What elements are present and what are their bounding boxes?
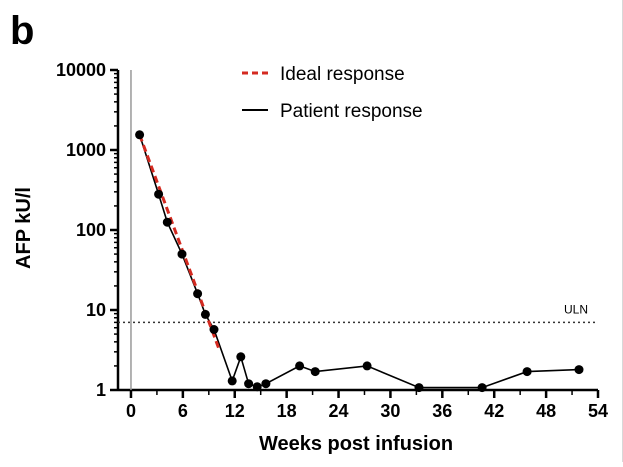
x-tick-label: 24 xyxy=(329,401,349,421)
patient-data-point xyxy=(193,289,203,299)
patient-data-point xyxy=(154,189,164,199)
patient-data-point xyxy=(200,309,210,319)
x-tick-label: 54 xyxy=(588,401,608,421)
x-tick-label: 42 xyxy=(484,401,504,421)
patient-data-point xyxy=(261,379,271,389)
y-ticks: 1 10 100 1000 10000 xyxy=(56,60,118,400)
patient-data-point xyxy=(414,383,424,393)
x-tick-label: 0 xyxy=(126,401,136,421)
patient-response-line xyxy=(138,134,580,389)
patient-data-point xyxy=(162,217,172,227)
patient-data-point xyxy=(574,365,584,375)
patient-data-point xyxy=(362,361,372,371)
x-tick-label: 18 xyxy=(277,401,297,421)
patient-data-point xyxy=(244,379,254,389)
y-tick-label: 1 xyxy=(96,380,106,400)
y-axis-title: AFP kU/l xyxy=(13,187,35,269)
legend-patient-label: Patient response xyxy=(280,101,423,122)
series-layer xyxy=(135,130,584,393)
patient-data-point xyxy=(236,352,246,362)
legend: Ideal response Patient response xyxy=(242,64,423,122)
patient-data-point xyxy=(227,376,237,386)
patient-data-point xyxy=(295,361,305,371)
y-tick-label: 100 xyxy=(76,220,106,240)
x-axis-title: Weeks post infusion xyxy=(259,433,453,455)
x-tick-label: 36 xyxy=(432,401,452,421)
patient-data-point xyxy=(177,249,187,259)
patient-data-point xyxy=(135,130,145,140)
legend-ideal-label: Ideal response xyxy=(280,64,405,85)
uln-label: ULN xyxy=(564,302,588,316)
axes: 1 10 100 1000 10000 0 6 12 18 24 30 36 42 48 54 xyxy=(56,60,608,421)
y-tick-label: 10 xyxy=(86,300,106,320)
panel-label: b xyxy=(10,9,34,53)
y-tick-label: 1000 xyxy=(66,140,106,160)
x-tick-label: 12 xyxy=(225,401,245,421)
reference-lines: ULN xyxy=(118,302,598,324)
patient-data-point xyxy=(252,382,262,392)
x-tick-label: 30 xyxy=(380,401,400,421)
patient-data-point xyxy=(522,367,532,377)
patient-data-point xyxy=(477,383,487,393)
x-ticks: 0 6 12 18 24 30 36 42 48 54 xyxy=(126,390,608,421)
x-tick-label: 48 xyxy=(536,401,556,421)
patient-data-point xyxy=(209,325,219,334)
y-tick-label: 10000 xyxy=(56,60,106,80)
patient-data-point xyxy=(310,367,320,377)
x-tick-label: 6 xyxy=(178,401,188,421)
